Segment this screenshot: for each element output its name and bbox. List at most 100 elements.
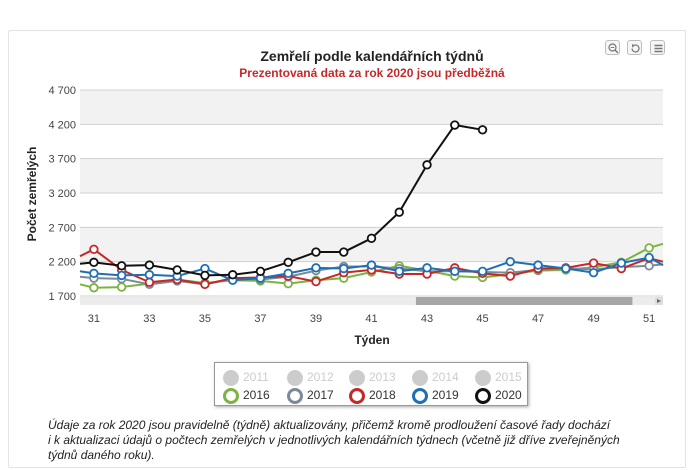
data-point-2016[interactable] bbox=[644, 243, 654, 253]
data-point-2019[interactable] bbox=[505, 256, 516, 267]
data-point-2020[interactable] bbox=[144, 260, 155, 270]
menu-icon bbox=[654, 44, 663, 53]
data-point-2018[interactable] bbox=[588, 258, 599, 268]
x-tick-label: 51 bbox=[643, 313, 655, 325]
legend-label: 2015 bbox=[495, 370, 522, 384]
data-point-2019[interactable] bbox=[588, 267, 599, 278]
data-point-2020[interactable] bbox=[366, 233, 377, 244]
legend-label: 2014 bbox=[432, 370, 459, 384]
data-point-2019[interactable] bbox=[394, 266, 404, 276]
legend-marker-icon bbox=[223, 388, 239, 404]
legend-marker-icon bbox=[349, 388, 365, 404]
data-point-2019[interactable] bbox=[533, 260, 543, 270]
data-point-2017[interactable] bbox=[644, 261, 654, 271]
range-scrollbar[interactable] bbox=[80, 297, 663, 305]
data-point-2018[interactable] bbox=[311, 276, 321, 287]
data-point-2020[interactable] bbox=[283, 257, 293, 268]
scrollbar-thumb[interactable] bbox=[415, 297, 633, 305]
y-axis-ticks: 1 700 2 200 2 700 3 200 3 700 4 200 4 700 bbox=[48, 85, 76, 303]
data-point-2020[interactable] bbox=[450, 120, 460, 130]
legend-label: 2016 bbox=[243, 388, 270, 402]
x-tick-label: 49 bbox=[587, 313, 599, 325]
plot-band bbox=[80, 90, 663, 125]
data-point-2019[interactable] bbox=[366, 260, 377, 270]
series-line-2020 bbox=[79, 124, 483, 277]
plot-bands bbox=[80, 90, 663, 262]
y-tick-label: 3 700 bbox=[48, 154, 76, 166]
data-point-2020[interactable] bbox=[227, 270, 238, 280]
data-point-2019[interactable] bbox=[616, 258, 627, 268]
x-tick-label: 39 bbox=[310, 313, 322, 325]
menu-button[interactable] bbox=[650, 40, 665, 55]
x-tick-label: 45 bbox=[476, 313, 488, 325]
data-point-2020[interactable] bbox=[477, 125, 488, 135]
data-point-2018[interactable] bbox=[89, 244, 99, 255]
series-group bbox=[79, 120, 664, 293]
y-tick-label: 2 700 bbox=[48, 222, 76, 234]
data-point-2018[interactable] bbox=[144, 277, 155, 287]
data-point-2019[interactable] bbox=[561, 263, 571, 274]
data-point-2020[interactable] bbox=[394, 207, 404, 217]
data-point-2020[interactable] bbox=[200, 270, 210, 281]
x-axis-label: Týden bbox=[354, 333, 389, 347]
legend-label: 2019 bbox=[432, 388, 459, 402]
zoom-out-icon bbox=[608, 43, 619, 54]
x-tick-label: 37 bbox=[254, 313, 266, 325]
x-tick-label: 31 bbox=[88, 313, 100, 325]
x-tick-label: 35 bbox=[199, 313, 211, 325]
footnote: Údaje za rok 2020 jsou pravidelně (týdně… bbox=[48, 418, 648, 463]
data-point-2020[interactable] bbox=[339, 247, 349, 257]
x-tick-label: 43 bbox=[421, 313, 433, 325]
data-point-2019[interactable] bbox=[422, 263, 432, 273]
data-point-2019[interactable] bbox=[339, 263, 349, 274]
data-point-2019[interactable] bbox=[477, 266, 488, 276]
y-tick-label: 4 200 bbox=[48, 119, 76, 131]
data-point-2020[interactable] bbox=[255, 266, 266, 276]
data-point-2020[interactable] bbox=[311, 247, 321, 257]
data-point-2016[interactable] bbox=[116, 282, 127, 292]
data-point-2018[interactable] bbox=[200, 279, 210, 290]
y-axis-label: Počet zemřelých bbox=[25, 147, 39, 242]
legend-label: 2020 bbox=[495, 388, 522, 402]
footnote-line: týdnů daného roku). bbox=[48, 448, 155, 462]
legend-marker-icon bbox=[349, 370, 365, 386]
y-tick-label: 2 200 bbox=[48, 257, 76, 269]
data-point-2019[interactable] bbox=[311, 263, 321, 273]
reset-zoom-button[interactable] bbox=[627, 40, 642, 55]
legend-marker-icon bbox=[475, 388, 491, 404]
legend-label: 2011 bbox=[243, 370, 269, 384]
plot-band bbox=[80, 158, 663, 193]
y-tick-label: 4 700 bbox=[48, 85, 76, 97]
reset-zoom-icon bbox=[631, 44, 640, 53]
y-tick-label: 1 700 bbox=[48, 291, 76, 303]
data-point-2018[interactable] bbox=[505, 271, 516, 281]
data-point-2019[interactable] bbox=[144, 270, 155, 280]
data-point-2019[interactable] bbox=[89, 268, 99, 279]
x-tick-label: 47 bbox=[532, 313, 544, 325]
data-point-2016[interactable] bbox=[89, 283, 99, 293]
data-point-2019[interactable] bbox=[116, 270, 127, 281]
data-point-2020[interactable] bbox=[422, 160, 432, 170]
legend-marker-icon bbox=[287, 388, 303, 404]
data-point-2019[interactable] bbox=[283, 268, 293, 279]
data-point-2019[interactable] bbox=[450, 266, 460, 276]
legend: 2011 2012 2013 2014 2015 2016 2017 2018 2019 2020 bbox=[214, 362, 528, 406]
data-point-2020[interactable] bbox=[172, 265, 182, 275]
legend-marker-icon bbox=[412, 370, 428, 386]
legend-label: 2013 bbox=[369, 370, 396, 384]
y-tick-label: 3 200 bbox=[48, 188, 76, 200]
legend-marker-icon bbox=[287, 370, 303, 386]
zoom-out-button[interactable] bbox=[605, 40, 620, 55]
scroll-right-icon bbox=[657, 299, 661, 303]
data-point-2019[interactable] bbox=[644, 252, 654, 263]
legend-label: 2012 bbox=[307, 370, 334, 384]
data-point-2020[interactable] bbox=[89, 257, 99, 268]
footnote-line: i k aktualizaci údajů o počtech zemřelýc… bbox=[48, 433, 620, 447]
data-point-2020[interactable] bbox=[116, 261, 127, 271]
footnote-line: Údaje za rok 2020 jsou pravidelně (týdně… bbox=[48, 418, 611, 432]
legend-marker-icon bbox=[412, 388, 428, 404]
legend-label: 2018 bbox=[369, 388, 396, 402]
legend-label: 2017 bbox=[307, 388, 334, 402]
scrollbar-track[interactable] bbox=[80, 297, 663, 305]
